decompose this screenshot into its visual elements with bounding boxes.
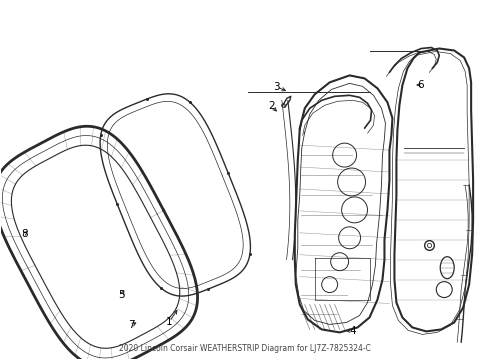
Text: 8: 8 [21,229,28,239]
Text: 2020 Lincoln Corsair WEATHERSTRIP Diagram for LJ7Z-7825324-C: 2020 Lincoln Corsair WEATHERSTRIP Diagra… [119,344,371,353]
Text: 5: 5 [119,290,125,300]
Text: 6: 6 [417,80,424,90]
Text: 7: 7 [128,320,135,330]
Text: 1: 1 [166,317,172,327]
Text: 2: 2 [269,102,275,112]
Text: 4: 4 [349,325,356,336]
Text: 3: 3 [273,82,280,92]
